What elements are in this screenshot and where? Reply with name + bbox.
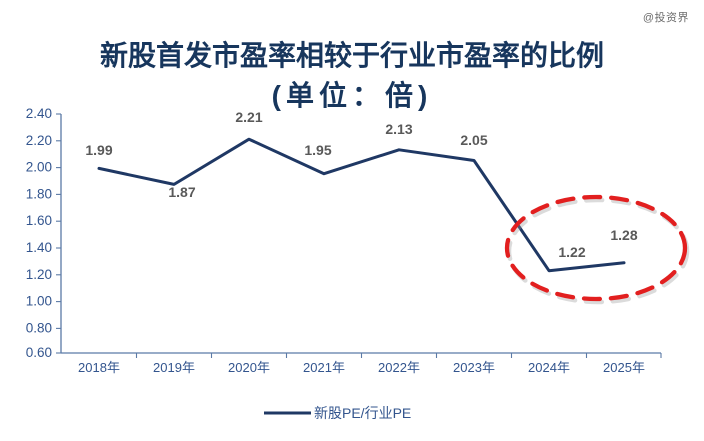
svg-text:1.28: 1.28 <box>610 227 637 243</box>
svg-text:1.95: 1.95 <box>304 142 331 158</box>
svg-text:1.00: 1.00 <box>26 294 52 309</box>
svg-text:2.21: 2.21 <box>235 109 262 125</box>
svg-text:新股PE/行业PE: 新股PE/行业PE <box>314 405 411 421</box>
svg-text:2025年: 2025年 <box>603 360 645 375</box>
svg-text:2.00: 2.00 <box>26 160 52 175</box>
svg-text:1.80: 1.80 <box>26 186 52 201</box>
svg-text:2019年: 2019年 <box>153 360 195 375</box>
svg-text:2020年: 2020年 <box>228 360 270 375</box>
svg-text:2.13: 2.13 <box>385 121 412 137</box>
svg-text:2022年: 2022年 <box>378 360 420 375</box>
svg-text:2024年: 2024年 <box>528 360 570 375</box>
svg-text:0.80: 0.80 <box>26 320 52 335</box>
svg-text:2021年: 2021年 <box>303 360 345 375</box>
svg-text:1.22: 1.22 <box>558 244 585 260</box>
svg-text:2023年: 2023年 <box>453 360 495 375</box>
svg-text:2.40: 2.40 <box>26 106 52 121</box>
svg-text:1.40: 1.40 <box>26 240 52 255</box>
svg-text:1.60: 1.60 <box>26 213 52 228</box>
svg-text:2.20: 2.20 <box>26 133 52 148</box>
svg-text:1.20: 1.20 <box>26 267 52 282</box>
svg-text:2018年: 2018年 <box>78 360 120 375</box>
svg-text:2.05: 2.05 <box>460 132 487 148</box>
svg-text:1.99: 1.99 <box>85 142 112 158</box>
svg-text:0.60: 0.60 <box>26 345 52 360</box>
svg-text:1.87: 1.87 <box>168 184 195 200</box>
